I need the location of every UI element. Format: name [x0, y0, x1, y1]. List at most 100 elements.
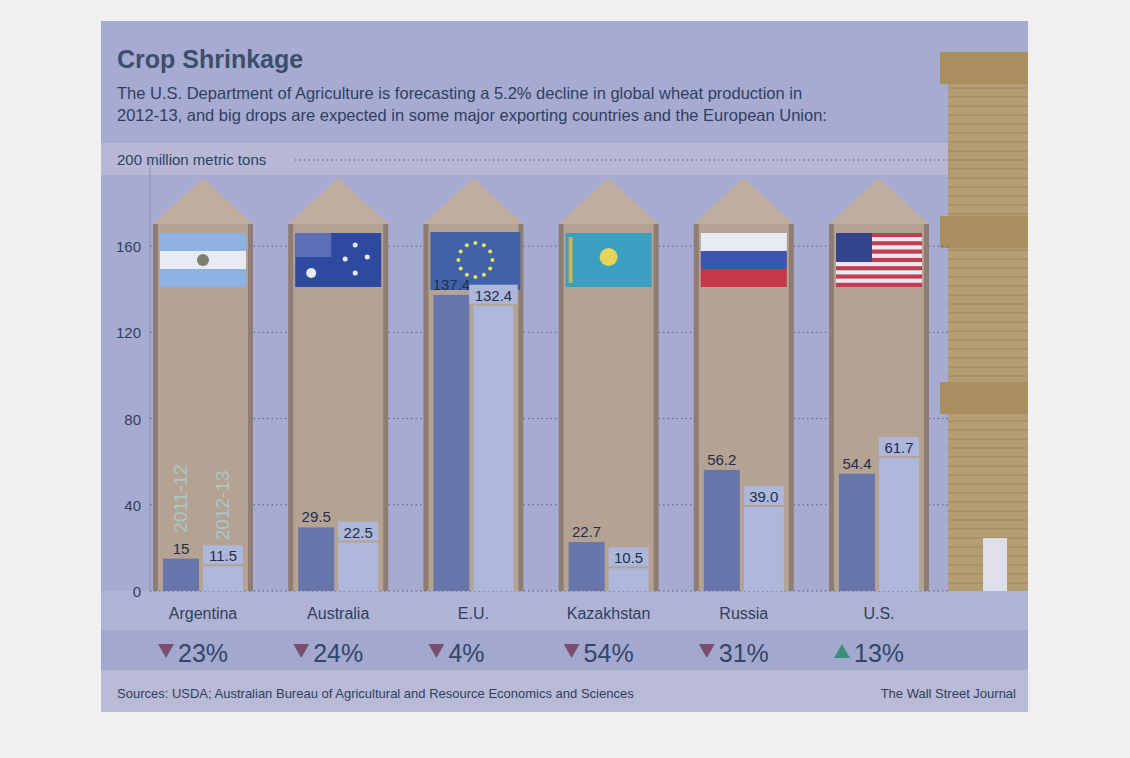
flag-part [836, 283, 922, 287]
barn-plank [948, 268, 1028, 269]
bar [839, 474, 875, 591]
flag [295, 233, 381, 287]
label-box [744, 486, 784, 505]
top-band [101, 143, 1028, 175]
silo-wall [559, 224, 659, 591]
data-label: 10.5 [614, 549, 643, 566]
label-box [609, 547, 649, 566]
barn-plank [948, 313, 1028, 314]
flag [836, 233, 922, 287]
change-arrow [428, 644, 444, 658]
change-label: 13% [854, 639, 904, 667]
data-label: 29.5 [302, 508, 331, 525]
data-label: 54.4 [842, 455, 871, 472]
flag-part [600, 248, 618, 266]
silo-body [158, 224, 248, 591]
barn-plank [948, 322, 1028, 323]
flag [701, 233, 787, 287]
barn-plank [948, 493, 1028, 494]
silo-roof [288, 178, 388, 224]
flag-part [488, 267, 492, 271]
barn-plank [948, 358, 1028, 359]
flag-part [701, 251, 787, 269]
barn-plank [948, 520, 1028, 521]
flag-part [836, 262, 922, 266]
silo-roof [694, 178, 794, 224]
flag-part [836, 270, 922, 274]
silo-body [293, 224, 383, 591]
data-label: 22.5 [344, 524, 373, 541]
change-label: 24% [313, 639, 363, 667]
barn-plank [948, 97, 1028, 98]
silo-body [564, 224, 654, 591]
flag-part [490, 258, 494, 262]
subtitle: The U.S. Department of Agriculture is fo… [117, 84, 827, 124]
flag-part [353, 243, 358, 248]
grid-line [295, 160, 948, 161]
data-label: 11.5 [209, 547, 237, 564]
change-label: 54% [584, 639, 634, 667]
change-band [101, 630, 1028, 670]
label-box [469, 285, 518, 304]
flag-part [836, 279, 922, 283]
silo-roof [423, 178, 523, 224]
barn-shelf [940, 382, 1028, 414]
source: Sources: USDA; Australian Bureau of Agri… [117, 686, 634, 701]
barn-shelf [940, 52, 1028, 84]
barn-plank [948, 259, 1028, 260]
barn-plank [948, 187, 1028, 188]
flag-part [701, 233, 787, 251]
bar [163, 559, 199, 591]
flag-part [456, 258, 460, 262]
subtitle-line: The U.S. Department of Agriculture is fo… [117, 84, 802, 102]
data-label: 56.2 [707, 451, 736, 468]
y-tick-label: 120 [116, 324, 141, 341]
barn-plank [948, 115, 1028, 116]
silo-wall [288, 224, 388, 591]
flag-part [295, 233, 381, 287]
barn-plank [948, 331, 1028, 332]
silo-wall [423, 224, 523, 591]
bar [704, 470, 740, 591]
flag-part [836, 266, 922, 270]
flag-part [465, 243, 469, 247]
bar [338, 543, 378, 591]
change-label: 31% [719, 639, 769, 667]
ground-band [101, 591, 1028, 630]
flag-part [482, 273, 486, 277]
x-tick-label: U.S. [863, 605, 894, 622]
flag-part [306, 268, 316, 278]
barn-plank [948, 349, 1028, 350]
bar [609, 568, 649, 591]
x-tick-label: E.U. [458, 605, 489, 622]
change-arrow [699, 644, 715, 658]
chart: Crop ShrinkageThe U.S. Department of Agr… [0, 0, 1130, 758]
flag-part [569, 237, 573, 283]
barn-plank [948, 205, 1028, 206]
y-tick-label: 40 [124, 497, 141, 514]
silo-wall [829, 224, 929, 591]
barn-plank [948, 421, 1028, 422]
data-label: 22.7 [572, 523, 601, 540]
barn-plank [948, 169, 1028, 170]
silo-roof [153, 178, 253, 224]
data-label: 132.4 [475, 287, 513, 304]
label-box [879, 437, 919, 456]
silo-roof [559, 178, 659, 224]
barn-plank [948, 106, 1028, 107]
silo-body [834, 224, 924, 591]
flag-part [701, 269, 787, 287]
flag-part [365, 255, 370, 260]
barn-plank [948, 142, 1028, 143]
grid-line [150, 246, 948, 247]
y-tick-label: 0 [133, 583, 141, 600]
data-label: 39.0 [749, 488, 778, 505]
barn-plank [948, 196, 1028, 197]
y-tick-label: 200 million metric tons [117, 151, 266, 168]
bar [298, 527, 334, 591]
y-tick-label: 80 [124, 411, 141, 428]
flag-part [836, 233, 872, 262]
barn-plank [948, 367, 1028, 368]
bar [433, 295, 469, 591]
barn [948, 62, 1028, 591]
